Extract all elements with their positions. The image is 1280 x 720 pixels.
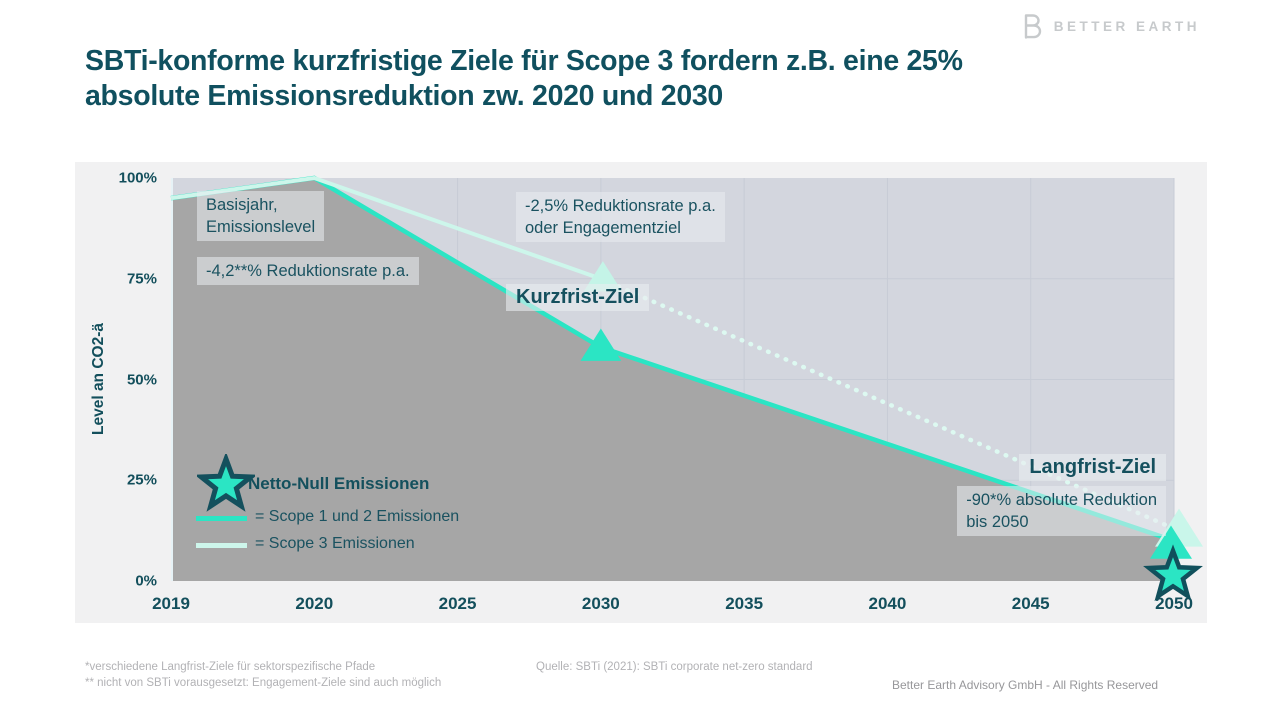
x-tick-label: 2025 <box>438 594 477 613</box>
legend-scope12-label: = Scope 1 und 2 Emissionen <box>255 508 460 525</box>
emissions-area-fill <box>171 178 1174 581</box>
annotation-basisjahr: Basisjahr, Emissionslevel <box>197 191 325 241</box>
netto-null-marker <box>1143 544 1203 602</box>
netto-null-star-shape <box>194 451 258 512</box>
source-note: Quelle: SBTi (2021): SBTi corporate net-… <box>536 661 813 673</box>
annotation-basisjahr-line1: Basisjahr, <box>206 196 278 214</box>
y-tick-label: 75% <box>126 270 157 288</box>
x-tick-label: 2045 <box>1011 594 1050 613</box>
x-tick-label: 2040 <box>868 594 907 613</box>
kurzfrist-scope3-marker <box>583 261 623 292</box>
y-tick-label: 100% <box>118 169 157 187</box>
y-tick-label: 0% <box>135 572 157 590</box>
chart-card: Level an CO2-ä 100% 75% 50% 25% 0% 2019 2020 2… <box>75 162 1207 623</box>
brand-name: BETTER EARTH <box>1053 19 1200 34</box>
page-title-line1: SBTi-konforme kurzfristige Ziele für Sco… <box>85 45 963 77</box>
kurzfrist-ziel-label: Kurzfrist-Ziel <box>506 284 650 311</box>
langfrist-scope12-marker <box>1150 525 1192 559</box>
langfrist-ziel-label: Langfrist-Ziel <box>1019 454 1166 481</box>
plot-area: Basisjahr, Emissionslevel -4,2**% Redukt… <box>170 175 1203 602</box>
legend-scope3-line-swatch <box>196 543 247 548</box>
netto-null-star-icon <box>194 451 258 517</box>
legend-scope12-line-swatch <box>196 516 247 521</box>
x-axis-ticks: 2019 2020 2025 2030 2035 2040 2045 2050 <box>152 594 1193 616</box>
x-tick-label: 2050 <box>1155 594 1193 613</box>
page-title: SBTi-konforme kurzfristige Ziele für Sco… <box>85 44 963 114</box>
annotation-reduktionsrate-42-text: -4,2**% Reduktionsrate p.a. <box>206 262 410 280</box>
scope12-line <box>170 175 1175 543</box>
annotation-reduktionsrate-25: -2,5% Reduktionsrate p.a. oder Engagemen… <box>516 192 725 242</box>
footnotes: *verschiedene Langfrist-Ziele für sektor… <box>85 660 441 691</box>
annotation-reduktionsrate-25-line2: oder Engagementziel <box>525 219 681 237</box>
brand-logo: BETTER EARTH <box>1019 13 1200 40</box>
copyright-note: Better Earth Advisory GmbH - All Rights … <box>892 678 1159 692</box>
x-tick-label: 2035 <box>725 594 764 613</box>
scope3-line <box>170 175 602 281</box>
better-earth-logo-icon <box>1024 14 1041 39</box>
annotation-reduktion-90-line1: -90*% absolute Reduktion <box>966 491 1157 509</box>
annotation-reduktionsrate-42: -4,2**% Reduktionsrate p.a. <box>197 257 419 285</box>
footnote-2: ** nicht von SBTi vorausgesetzt: Engagem… <box>85 676 442 689</box>
annotation-basisjahr-line2: Emissionslevel <box>206 218 316 236</box>
legend-scope3-label: = Scope 3 Emissionen <box>255 535 415 552</box>
y-tick-label: 50% <box>126 371 157 388</box>
y-tick-label: 25% <box>126 471 157 489</box>
page-title-line2: absolute Emissionsreduktion zw. 2020 und… <box>85 80 723 112</box>
annotation-reduktion-90: -90*% absolute Reduktion bis 2050 <box>957 486 1166 536</box>
x-tick-label: 2019 <box>152 594 190 613</box>
x-tick-label: 2020 <box>295 594 334 613</box>
annotation-reduktion-90-line2: bis 2050 <box>966 513 1029 531</box>
kurzfrist-scope12-marker <box>580 328 622 361</box>
x-tick-label: 2030 <box>581 594 620 613</box>
annotation-reduktionsrate-25-line1: -2,5% Reduktionsrate p.a. <box>525 197 716 215</box>
footnote-1: *verschiedene Langfrist-Ziele für sektor… <box>85 661 376 673</box>
y-axis-ticks: 100% 75% 50% 25% 0% <box>75 170 157 590</box>
legend-netto-null-label: Netto-Null Emissionen <box>248 474 430 493</box>
